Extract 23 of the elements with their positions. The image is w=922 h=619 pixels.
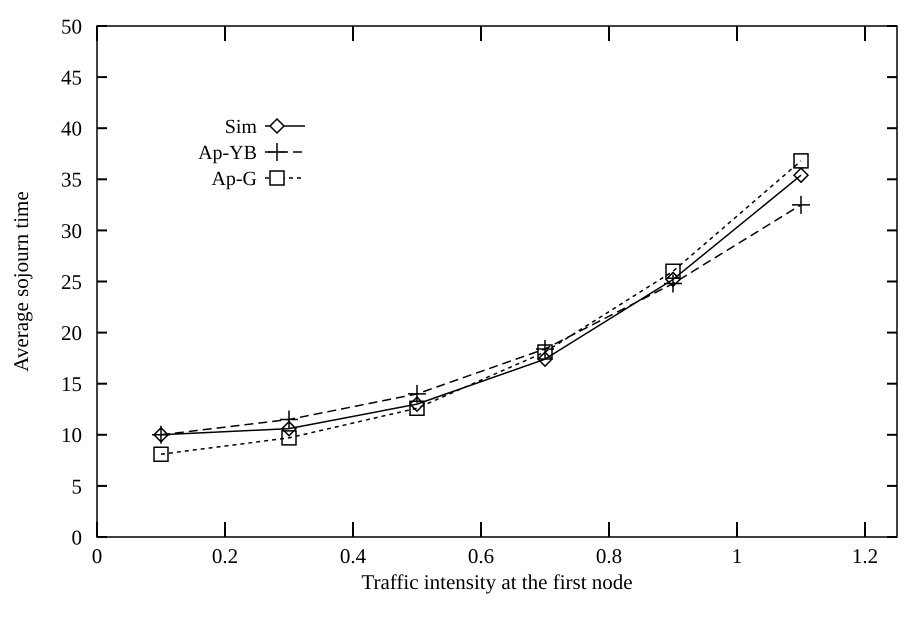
y-tick-label: 0	[72, 525, 82, 550]
y-tick-label: 5	[72, 474, 82, 498]
y-tick-label: 50	[61, 14, 82, 38]
y-tick-label: 35	[61, 168, 82, 192]
legend-label: Ap-G	[211, 168, 257, 190]
x-tick-label: 0.2	[212, 544, 238, 568]
y-tick-label: 15	[61, 372, 82, 396]
y-tick-label: 25	[61, 270, 82, 294]
x-tick-label: 0.8	[596, 544, 622, 568]
y-tick-label: 40	[61, 116, 82, 141]
x-axis-title: Traffic intensity at the first node	[361, 570, 633, 594]
legend-label: Ap-YB	[198, 142, 257, 164]
y-tick-label: 45	[61, 65, 82, 90]
y-tick-label: 30	[61, 218, 82, 243]
x-tick-label: 0.6	[468, 544, 494, 568]
x-tick-label: 0	[92, 544, 102, 568]
x-tick-label: 1.2	[852, 544, 878, 568]
legend-label: Sim	[224, 116, 258, 138]
y-tick-label: 10	[61, 423, 82, 448]
y-axis-title: Average sojourn time	[9, 191, 33, 372]
x-tick-label: 0.4	[340, 544, 367, 568]
y-tick-label: 20	[61, 320, 82, 345]
x-tick-label: 1	[732, 544, 742, 568]
